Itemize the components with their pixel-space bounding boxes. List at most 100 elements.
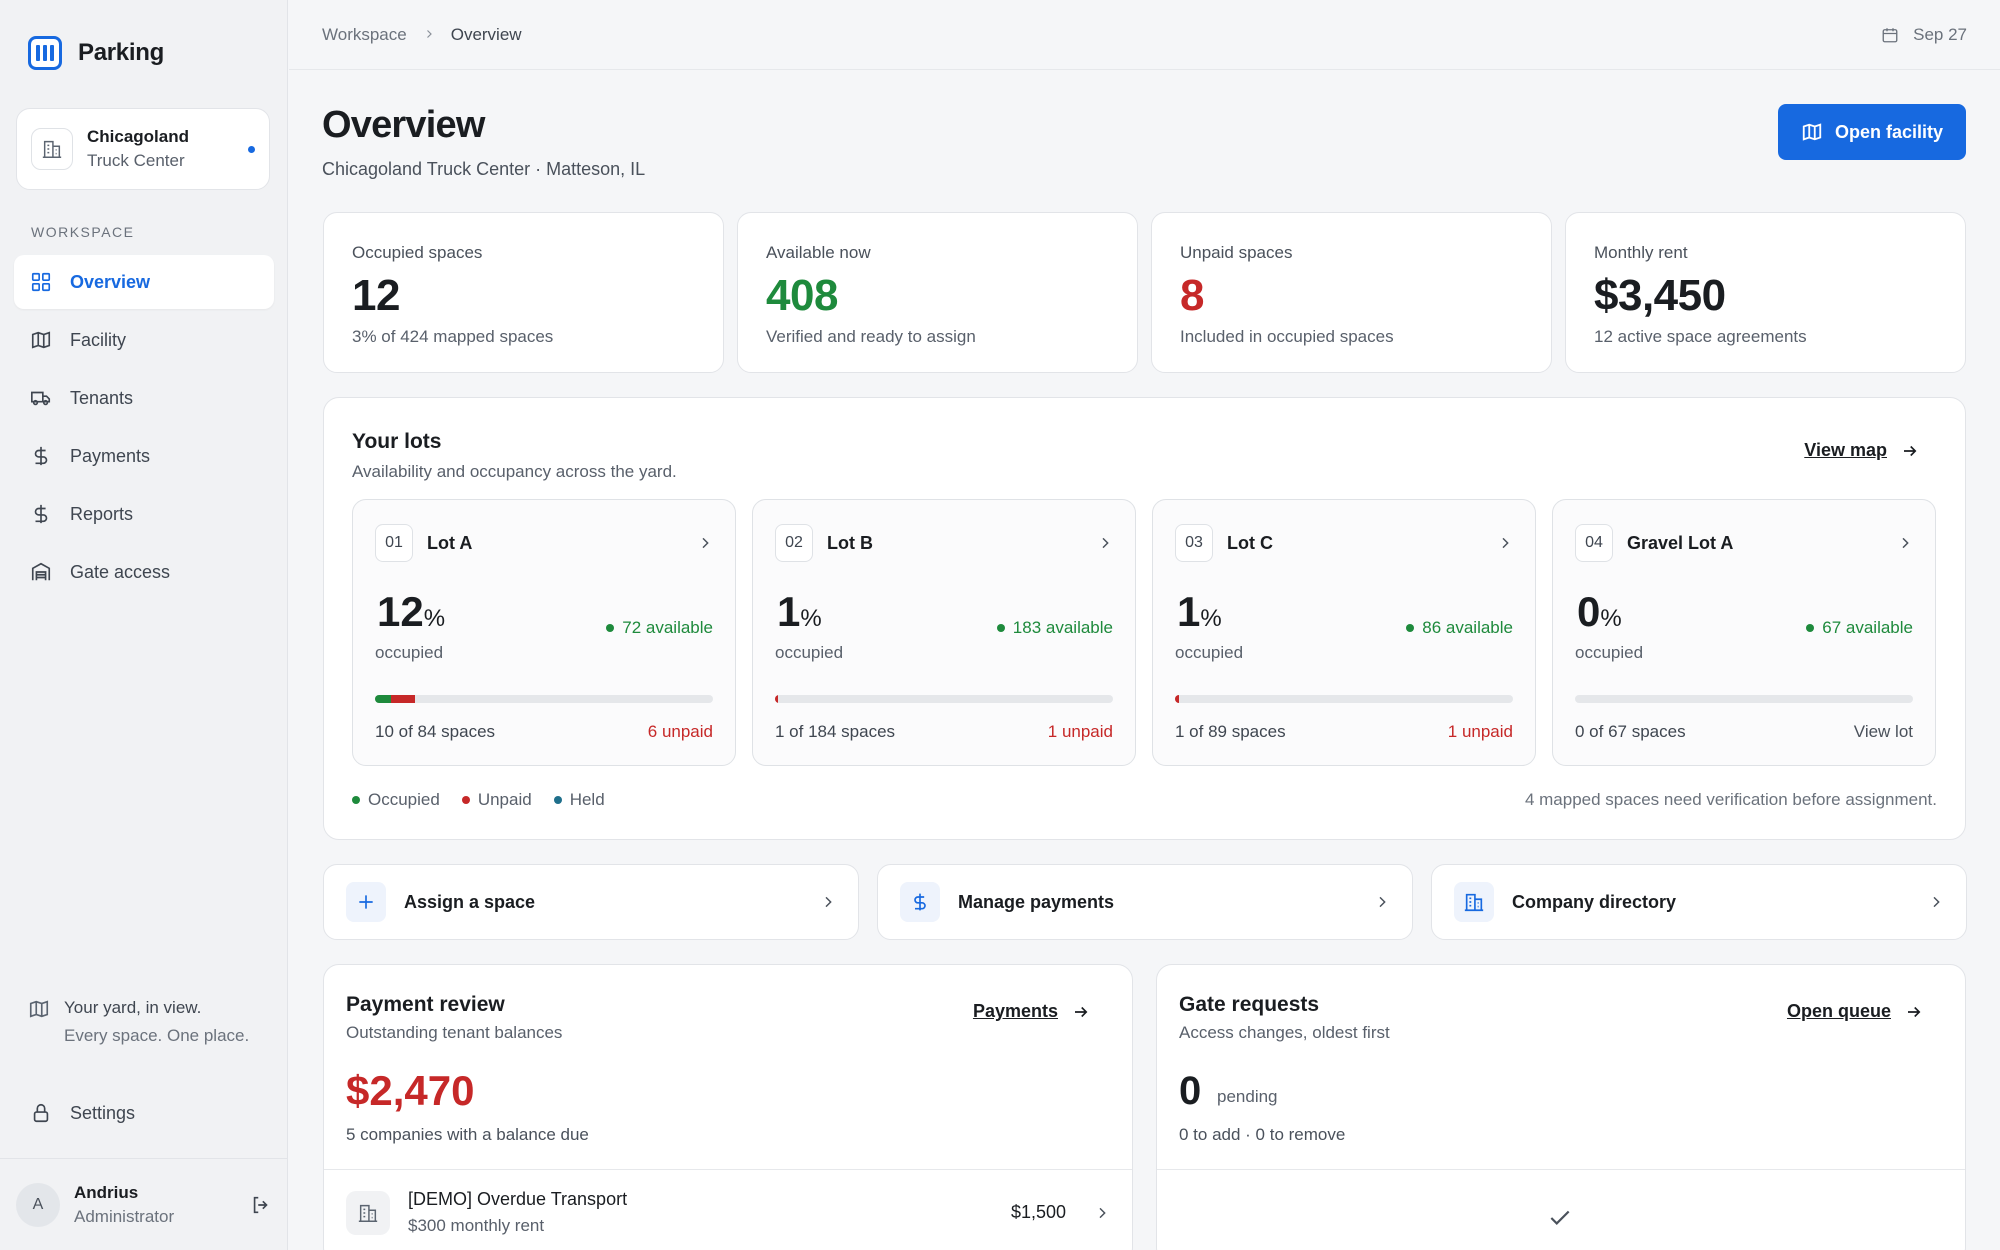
check-icon <box>1550 1210 1570 1225</box>
date-display[interactable]: Sep 27 <box>1881 25 1967 45</box>
tagline-line-1: Your yard, in view. <box>64 998 202 1017</box>
sidebar-item-overview[interactable]: Overview <box>14 255 274 309</box>
date-label: Sep 27 <box>1913 24 1967 44</box>
lot-percent-value: 0 <box>1577 588 1601 635</box>
company-directory-action[interactable]: Company directory <box>1431 864 1967 940</box>
lot-available: 86 available <box>1406 618 1513 638</box>
truck-icon <box>31 391 51 406</box>
sidebar-item-settings[interactable]: Settings <box>14 1086 274 1140</box>
lot-number: 01 <box>375 524 413 562</box>
lot-unpaid: 1 unpaid <box>1047 722 1113 741</box>
dollar-icon <box>34 504 48 524</box>
sidebar-item-tenants[interactable]: Tenants <box>14 371 274 425</box>
kpi-occupied-spaces: Occupied spaces 12 3% of 424 mapped spac… <box>323 212 724 373</box>
open-facility-button[interactable]: Open facility <box>1778 104 1966 160</box>
lot-space-count: 1 of 89 spaces <box>1175 722 1286 741</box>
breadcrumb-current: Overview <box>450 24 522 44</box>
lot-name: Lot A <box>427 532 473 553</box>
panel-title: Gate requests <box>1179 993 1320 1016</box>
company-name: [DEMO] Overdue Transport <box>408 1189 628 1209</box>
breadcrumb-root[interactable]: Workspace <box>322 24 407 44</box>
lot-occupancy-bar <box>1575 695 1913 703</box>
kpi-value: 12 <box>352 271 400 320</box>
open-queue-link[interactable]: Open queue <box>1787 1001 1923 1022</box>
kpi-label: Occupied spaces <box>352 243 483 262</box>
facility-name: Chicagoland <box>87 127 190 146</box>
panel-subtitle: Outstanding tenant balances <box>346 1023 563 1042</box>
view-map-link[interactable]: View map <box>1804 440 1919 461</box>
kpi-unpaid-spaces: Unpaid spaces 8 Included in occupied spa… <box>1151 212 1552 373</box>
sidebar-item-payments[interactable]: Payments <box>14 429 274 483</box>
sidebar-item-facility[interactable]: Facility <box>14 313 274 367</box>
lot-card-b[interactable]: 02 Lot B 1% 183 available occupied 1 of … <box>752 499 1136 766</box>
lot-occupancy-bar <box>775 695 1113 703</box>
lot-occupied-label: occupied <box>375 643 444 662</box>
lot-available: 72 available <box>606 618 713 638</box>
action-label: Manage payments <box>958 891 1115 912</box>
calendar-icon <box>1882 27 1898 42</box>
list-item[interactable]: [DEMO] Overdue Transport $300 monthly re… <box>346 1189 1110 1236</box>
lot-available-label: 86 available <box>1422 618 1513 637</box>
lot-card-gravel-a[interactable]: 04 Gravel Lot A 0% 67 available occupied… <box>1552 499 1936 766</box>
lot-percent-value: 1 <box>1177 588 1201 635</box>
grid-icon <box>31 272 51 292</box>
open-queue-label: Open queue <box>1786 1001 1891 1021</box>
chevron-right-icon <box>1902 537 1909 549</box>
kpi-sub: Verified and ready to assign <box>766 327 976 346</box>
chevron-right-icon <box>702 537 709 549</box>
assign-space-action[interactable]: Assign a space <box>323 864 859 940</box>
lot-card-a[interactable]: 01 Lot A 12% 72 available occupied 10 of… <box>352 499 736 766</box>
nav-section-label: WORKSPACE <box>31 224 135 240</box>
page-subtitle: Chicagoland Truck Center · Matteson, IL <box>322 159 646 179</box>
kpi-sub: 3% of 424 mapped spaces <box>352 327 554 346</box>
lot-percent-value: 1 <box>777 588 801 635</box>
sidebar-item-reports[interactable]: Reports <box>14 487 274 541</box>
lots-panel: Your lots Availability and occupancy acr… <box>323 397 1966 840</box>
chevron-right-icon <box>423 25 435 45</box>
facility-switcher[interactable]: Chicagoland Truck Center <box>16 108 270 190</box>
lot-unpaid: 6 unpaid <box>647 722 713 741</box>
lot-available: 67 available <box>1806 618 1913 638</box>
payments-link[interactable]: Payments <box>973 1001 1090 1022</box>
lot-name: Lot C <box>1227 532 1273 553</box>
sidebar-nav: Overview Facility Tenants Payments Repor… <box>14 255 274 603</box>
facility-status-dot <box>248 145 255 153</box>
open-facility-label: Open facility <box>1834 121 1944 142</box>
action-label: Company directory <box>1512 891 1677 912</box>
tagline-line-2: Every space. One place. <box>64 1026 250 1045</box>
app-name: Parking <box>78 39 164 66</box>
lot-name: Lot B <box>827 532 873 553</box>
lot-card-c[interactable]: 03 Lot C 1% 86 available occupied 1 of 8… <box>1152 499 1536 766</box>
legend-occupied: Occupied <box>352 790 440 810</box>
garage-icon <box>31 562 51 581</box>
queue-note: 0 to add · 0 to remove <box>1179 1125 1346 1144</box>
verification-note: 4 mapped spaces need verification before… <box>1524 790 1937 809</box>
sidebar-item-label: Facility <box>70 329 127 350</box>
kpi-label: Unpaid spaces <box>1180 243 1293 262</box>
lot-occupancy-bar <box>1175 695 1513 703</box>
arrow-right-icon <box>1075 1006 1088 1017</box>
logout-icon[interactable] <box>250 1194 272 1216</box>
payment-review-panel: Payment review Outstanding tenant balanc… <box>323 964 1133 1250</box>
divider <box>324 1169 1132 1170</box>
sidebar: Parking Chicagoland Truck Center WORKSPA… <box>0 0 288 1250</box>
lots-subtitle: Availability and occupancy across the ya… <box>352 462 677 481</box>
arrow-right-icon <box>1904 445 1917 456</box>
sidebar-item-gate-access[interactable]: Gate access <box>14 545 274 599</box>
brand[interactable]: Parking <box>28 36 164 70</box>
dollar-icon <box>900 882 940 922</box>
lot-occupancy-percent: 1% <box>1177 588 1222 635</box>
chevron-right-icon <box>1379 896 1386 908</box>
lot-available-label: 67 available <box>1822 618 1913 637</box>
lock-icon <box>33 1103 49 1123</box>
kpi-sub: 12 active space agreements <box>1594 327 1807 346</box>
avatar[interactable]: A <box>16 1182 60 1227</box>
map-icon <box>29 1000 49 1018</box>
lot-name: Gravel Lot A <box>1627 532 1734 553</box>
view-lot-link[interactable]: View lot <box>1853 722 1913 741</box>
sidebar-item-label: Reports <box>70 503 134 524</box>
lot-unpaid: 1 unpaid <box>1447 722 1513 741</box>
building-icon <box>31 128 73 170</box>
manage-payments-action[interactable]: Manage payments <box>877 864 1413 940</box>
sidebar-tagline: Your yard, in view. Every space. One pla… <box>28 998 249 1046</box>
